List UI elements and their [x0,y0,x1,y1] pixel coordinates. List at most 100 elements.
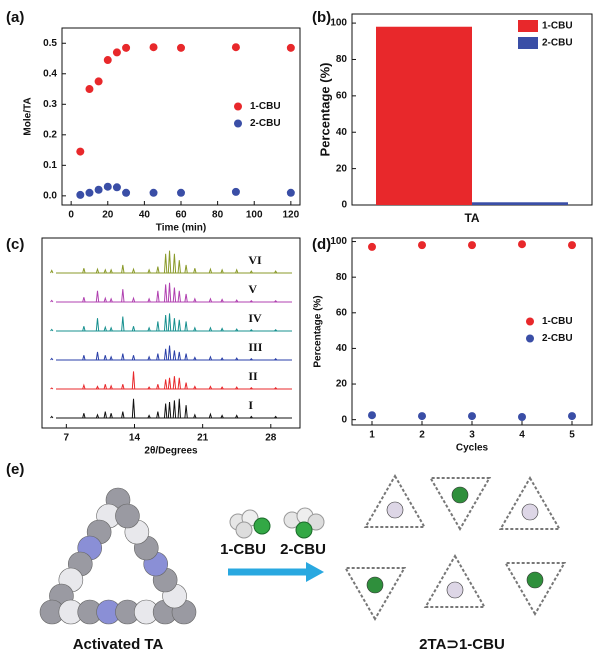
legend-label: 1-CBU [250,101,281,112]
peak [50,269,54,274]
peak [109,355,113,361]
point [103,56,112,65]
peak [131,355,136,361]
peak [147,297,151,303]
x-axis-label: Time (min) [156,223,206,234]
legend-swatch [518,20,538,32]
scheme: (e) 1-CBU 2-CBU Activated TA 2TA⊃1-CBU [6,461,567,653]
peak [82,383,86,390]
peak [208,267,213,274]
series-label: II [248,369,258,383]
peak [156,353,160,361]
peak [249,270,253,274]
peak [109,326,113,332]
point [85,85,94,94]
y-tick-label: 60 [336,90,348,101]
peak [50,299,54,303]
peak [193,297,197,303]
legend-marker [526,334,534,343]
peak [193,385,197,390]
peak [156,290,160,303]
peak [109,268,113,274]
peak [147,414,151,419]
peak [167,313,172,332]
peak [109,297,113,303]
peak [235,299,239,303]
x-tick-label: 4 [519,430,525,441]
guest [521,503,539,521]
x-tick-label: 7 [64,433,70,444]
peak [193,268,197,274]
point [368,242,376,251]
host-frame [363,473,427,528]
peak [249,386,253,390]
peak [163,348,168,361]
x-tick-label: 1 [369,430,375,441]
panel-label: (a) [6,9,24,26]
peak [82,355,86,361]
peak [167,282,172,303]
peak [235,386,239,390]
peak [220,268,224,274]
y-tick-label: 20 [336,379,348,390]
panel-label: (d) [312,236,331,253]
x-tick-label: 14 [129,433,141,444]
x-axis-label: 2θ/Degrees [144,446,198,457]
host-frame [428,477,492,532]
y-tick-label: 100 [330,236,347,247]
peak [50,387,54,390]
guest-molecule [229,509,271,539]
x-tick-label: TA [464,211,479,225]
legend-label: 1-CBU [542,316,573,327]
peak [163,314,168,332]
peak [220,357,224,361]
point [149,43,158,52]
peak [82,326,86,332]
point [568,241,576,250]
peak [121,353,125,361]
peak [156,384,160,390]
series-label: V [248,282,257,296]
series-label: III [248,340,262,354]
y-tick-label: 0.4 [43,68,57,79]
point [177,43,185,52]
caption: 2TA⊃1-CBU [419,636,505,653]
guest-label: 2-CBU [280,541,326,558]
peak [109,384,113,390]
legend-label: 2-CBU [542,333,573,344]
point [76,190,85,199]
peak [184,293,188,303]
peak [103,411,107,419]
y-tick-label: 0.2 [43,129,57,140]
x-tick-label: 21 [197,433,209,444]
legend-marker [234,119,242,128]
peak [121,316,125,332]
y-tick-label: 60 [336,307,348,318]
x-tick-label: 3 [469,430,475,441]
legend-marker [234,102,242,111]
legend-label: 2-CBU [542,38,573,49]
host-frame [503,562,567,616]
y-tick-label: 0 [341,200,347,211]
peak [249,415,253,419]
peak [235,268,239,274]
peak [50,415,54,419]
peak [95,267,100,274]
atom [115,503,140,529]
peak [163,253,168,274]
peak [167,377,172,390]
guest [386,501,404,519]
peak [121,289,125,303]
peak [103,325,107,332]
peak [147,355,151,361]
peak [235,328,239,332]
host-frame [343,567,407,622]
peak [109,413,113,419]
peak [208,412,213,419]
peak [274,328,278,332]
guest [526,571,544,589]
y-tick-label: 40 [336,343,348,354]
peak [131,398,136,419]
point [149,188,158,197]
